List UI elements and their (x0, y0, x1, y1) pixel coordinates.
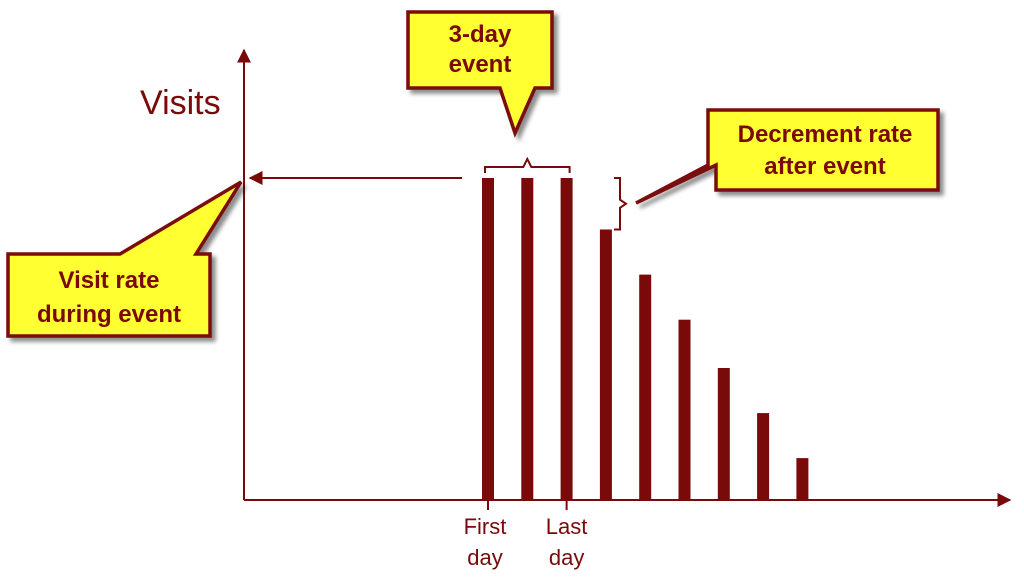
x-tick-labels: First day Last day (464, 500, 588, 570)
bar-4 (599, 229, 612, 500)
bar-series (482, 178, 809, 500)
visit-rate-line1: Visit rate (59, 267, 160, 294)
event-duration-line1: 3-day (449, 21, 512, 48)
bar-2 (521, 178, 534, 500)
x-tick-label: day (549, 545, 584, 570)
bar-3 (560, 178, 573, 500)
bar-8 (757, 413, 770, 500)
visit-rate-line2: during event (37, 301, 181, 328)
decrement-line2: after event (764, 153, 885, 180)
x-tick-label: day (467, 545, 502, 570)
visit-rate-callout (6, 180, 243, 338)
y-axis-label: Visits (140, 84, 221, 122)
bar-9 (796, 458, 809, 500)
event-duration-line2: event (449, 51, 512, 78)
decrement-callout (635, 108, 940, 205)
event-duration-callout (406, 10, 554, 138)
decrement-bracket (614, 177, 628, 231)
bar-1 (482, 178, 494, 500)
x-tick-label: First (464, 514, 507, 539)
event-brace (484, 156, 571, 173)
bar-6 (678, 319, 691, 500)
bar-7 (717, 368, 730, 500)
x-tick-label: Last (546, 514, 588, 539)
bar-5 (639, 274, 652, 500)
decrement-line1: Decrement rate (738, 121, 913, 148)
